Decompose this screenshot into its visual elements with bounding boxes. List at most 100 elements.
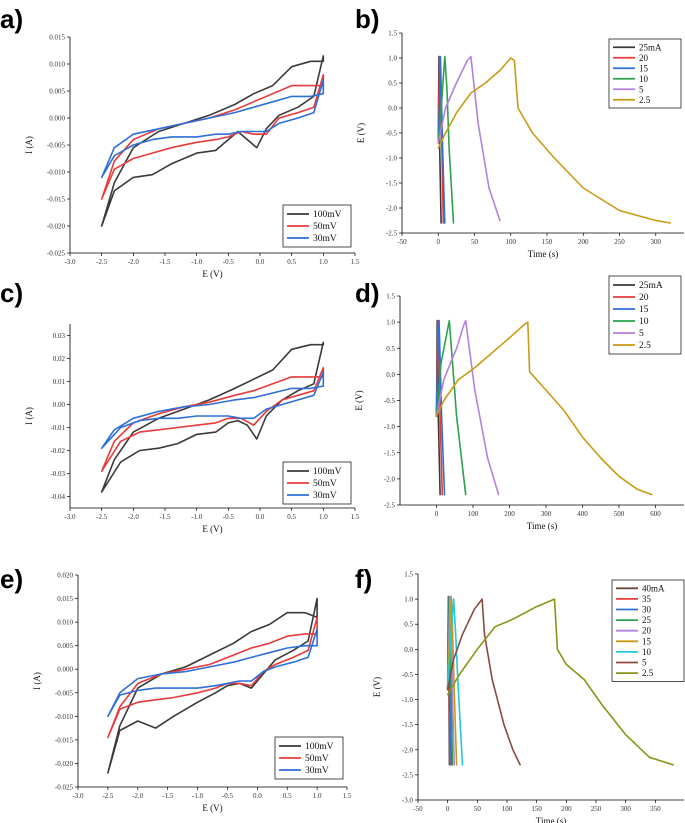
x-tick-label: -1.5 <box>159 258 171 266</box>
y-tick-label: 0.010 <box>49 61 65 69</box>
series-line-2.5 <box>437 57 672 224</box>
series-line-30mV <box>100 371 325 449</box>
y-tick-label: -2.0 <box>384 475 396 483</box>
x-tick-label: -2.5 <box>102 792 114 800</box>
legend-entry: 20 <box>639 53 649 63</box>
legend-entry: 20 <box>639 293 649 303</box>
legend-entry: 25mA <box>639 281 663 291</box>
panel-label: d) <box>355 278 380 308</box>
y-tick-label: 0.0 <box>388 105 397 113</box>
x-tick-label: -50 <box>413 805 423 813</box>
legend-entry: 40mA <box>642 583 665 593</box>
y-tick-label: -2.0 <box>386 205 398 213</box>
x-tick-label: 150 <box>542 238 553 246</box>
panel-label: f) <box>355 564 372 594</box>
legend-entry: 5 <box>639 329 644 339</box>
y-axis-label: I (A) <box>24 136 34 154</box>
y-tick-label: 0.015 <box>49 34 65 42</box>
x-tick-label: -0.5 <box>222 792 234 800</box>
x-tick-label: -3.0 <box>64 513 76 521</box>
y-tick-label: 0.01 <box>53 378 66 386</box>
x-tick-label: 150 <box>531 805 542 813</box>
legend-entry: 10 <box>639 74 649 84</box>
x-tick-label: 1.5 <box>351 258 360 266</box>
legend-entry: 2.5 <box>642 668 654 678</box>
y-tick-label: -0.015 <box>55 736 74 744</box>
x-tick-label: 1.0 <box>319 258 328 266</box>
y-tick-label: -0.5 <box>402 671 414 679</box>
y-tick-label: -2.5 <box>384 502 396 510</box>
legend-entry: 50mV <box>305 754 329 764</box>
x-axis-label: Time (s) <box>527 521 557 531</box>
legend-entry: 50mV <box>313 222 337 232</box>
chart-panel-d: d) 0 100 200 300 400 500 600 -2.5 -2.0 -1.5 -1.0 -0.… <box>354 275 684 531</box>
legend-entry: 100mV <box>313 467 342 477</box>
x-tick-label: -2.5 <box>96 513 108 521</box>
y-tick-label: -1.5 <box>384 449 396 457</box>
series-line-2.5 <box>435 321 653 496</box>
panel-label: c) <box>0 278 23 308</box>
series-line-15 <box>435 319 446 496</box>
x-tick-label: 250 <box>591 805 602 813</box>
legend-entry: 30 <box>642 605 652 615</box>
panel-label: a) <box>0 4 23 34</box>
y-tick-label: -1.0 <box>384 423 396 431</box>
series-line-50mV <box>100 366 325 472</box>
x-tick-label: -50 <box>397 238 407 246</box>
legend-entry: 25 <box>642 615 652 625</box>
x-tick-label: -0.5 <box>223 513 235 521</box>
y-tick-label: 1.0 <box>404 596 413 604</box>
legend-entry: 100mV <box>313 210 342 220</box>
x-tick-label: -2.5 <box>96 258 108 266</box>
y-tick-label: 1.0 <box>386 319 395 327</box>
x-tick-label: 1.5 <box>351 513 360 521</box>
y-tick-label: 0.5 <box>386 345 395 353</box>
y-axis-label: I (A) <box>32 672 42 690</box>
x-tick-label: 200 <box>578 238 589 246</box>
x-tick-label: 500 <box>614 510 625 518</box>
legend-entry: 15 <box>639 305 649 315</box>
y-tick-label: -3.0 <box>402 797 414 805</box>
panel-label: b) <box>355 4 380 34</box>
y-tick-label: -0.025 <box>47 250 66 258</box>
y-tick-label: -0.5 <box>386 130 398 138</box>
y-tick-label: -1.5 <box>402 721 414 729</box>
legend-entry: 30mV <box>313 234 337 244</box>
y-tick-label: 0.000 <box>57 666 73 674</box>
y-axis-label: I (A) <box>24 407 34 425</box>
x-tick-label: 100 <box>468 510 479 518</box>
x-tick-label: -1.0 <box>191 258 203 266</box>
series-line-30mV <box>107 628 318 718</box>
x-tick-label: 400 <box>577 510 588 518</box>
y-tick-label: 0.020 <box>57 572 73 580</box>
legend-entry: 5 <box>639 84 644 94</box>
x-tick-label: 0.0 <box>256 513 265 521</box>
y-tick-label: -0.02 <box>50 447 65 455</box>
y-tick-label: 1.5 <box>388 30 397 38</box>
legend-entry: 10 <box>642 647 652 657</box>
legend-entry: 2.5 <box>639 95 651 105</box>
x-tick-label: 300 <box>541 510 552 518</box>
y-tick-label: -2.5 <box>386 230 398 238</box>
y-axis-label: E (V) <box>354 390 364 410</box>
y-tick-label: 0.015 <box>57 595 73 603</box>
x-tick-label: 0 <box>435 510 439 518</box>
chart-panel-a: a) -3.0 -2.5 -2.0 -1.5 -1.0 -0.5 0.0 0.5 1.0 1.5 -0… <box>0 4 360 279</box>
series-line-15 <box>446 595 458 766</box>
x-tick-label: 100 <box>506 238 517 246</box>
x-axis-label: Time (s) <box>536 816 566 823</box>
legend-entry: 25mA <box>639 42 662 52</box>
x-axis-label: E (V) <box>202 803 222 813</box>
x-tick-label: 0.5 <box>283 792 292 800</box>
x-tick-label: -1.5 <box>162 792 174 800</box>
legend-entry: 20 <box>642 626 652 636</box>
y-tick-label: 0.02 <box>53 355 66 363</box>
y-tick-label: -0.020 <box>55 760 74 768</box>
series-line-5 <box>437 55 501 222</box>
x-tick-label: -2.0 <box>132 792 144 800</box>
legend-box <box>608 275 682 355</box>
y-tick-label: 0.0 <box>404 646 413 654</box>
